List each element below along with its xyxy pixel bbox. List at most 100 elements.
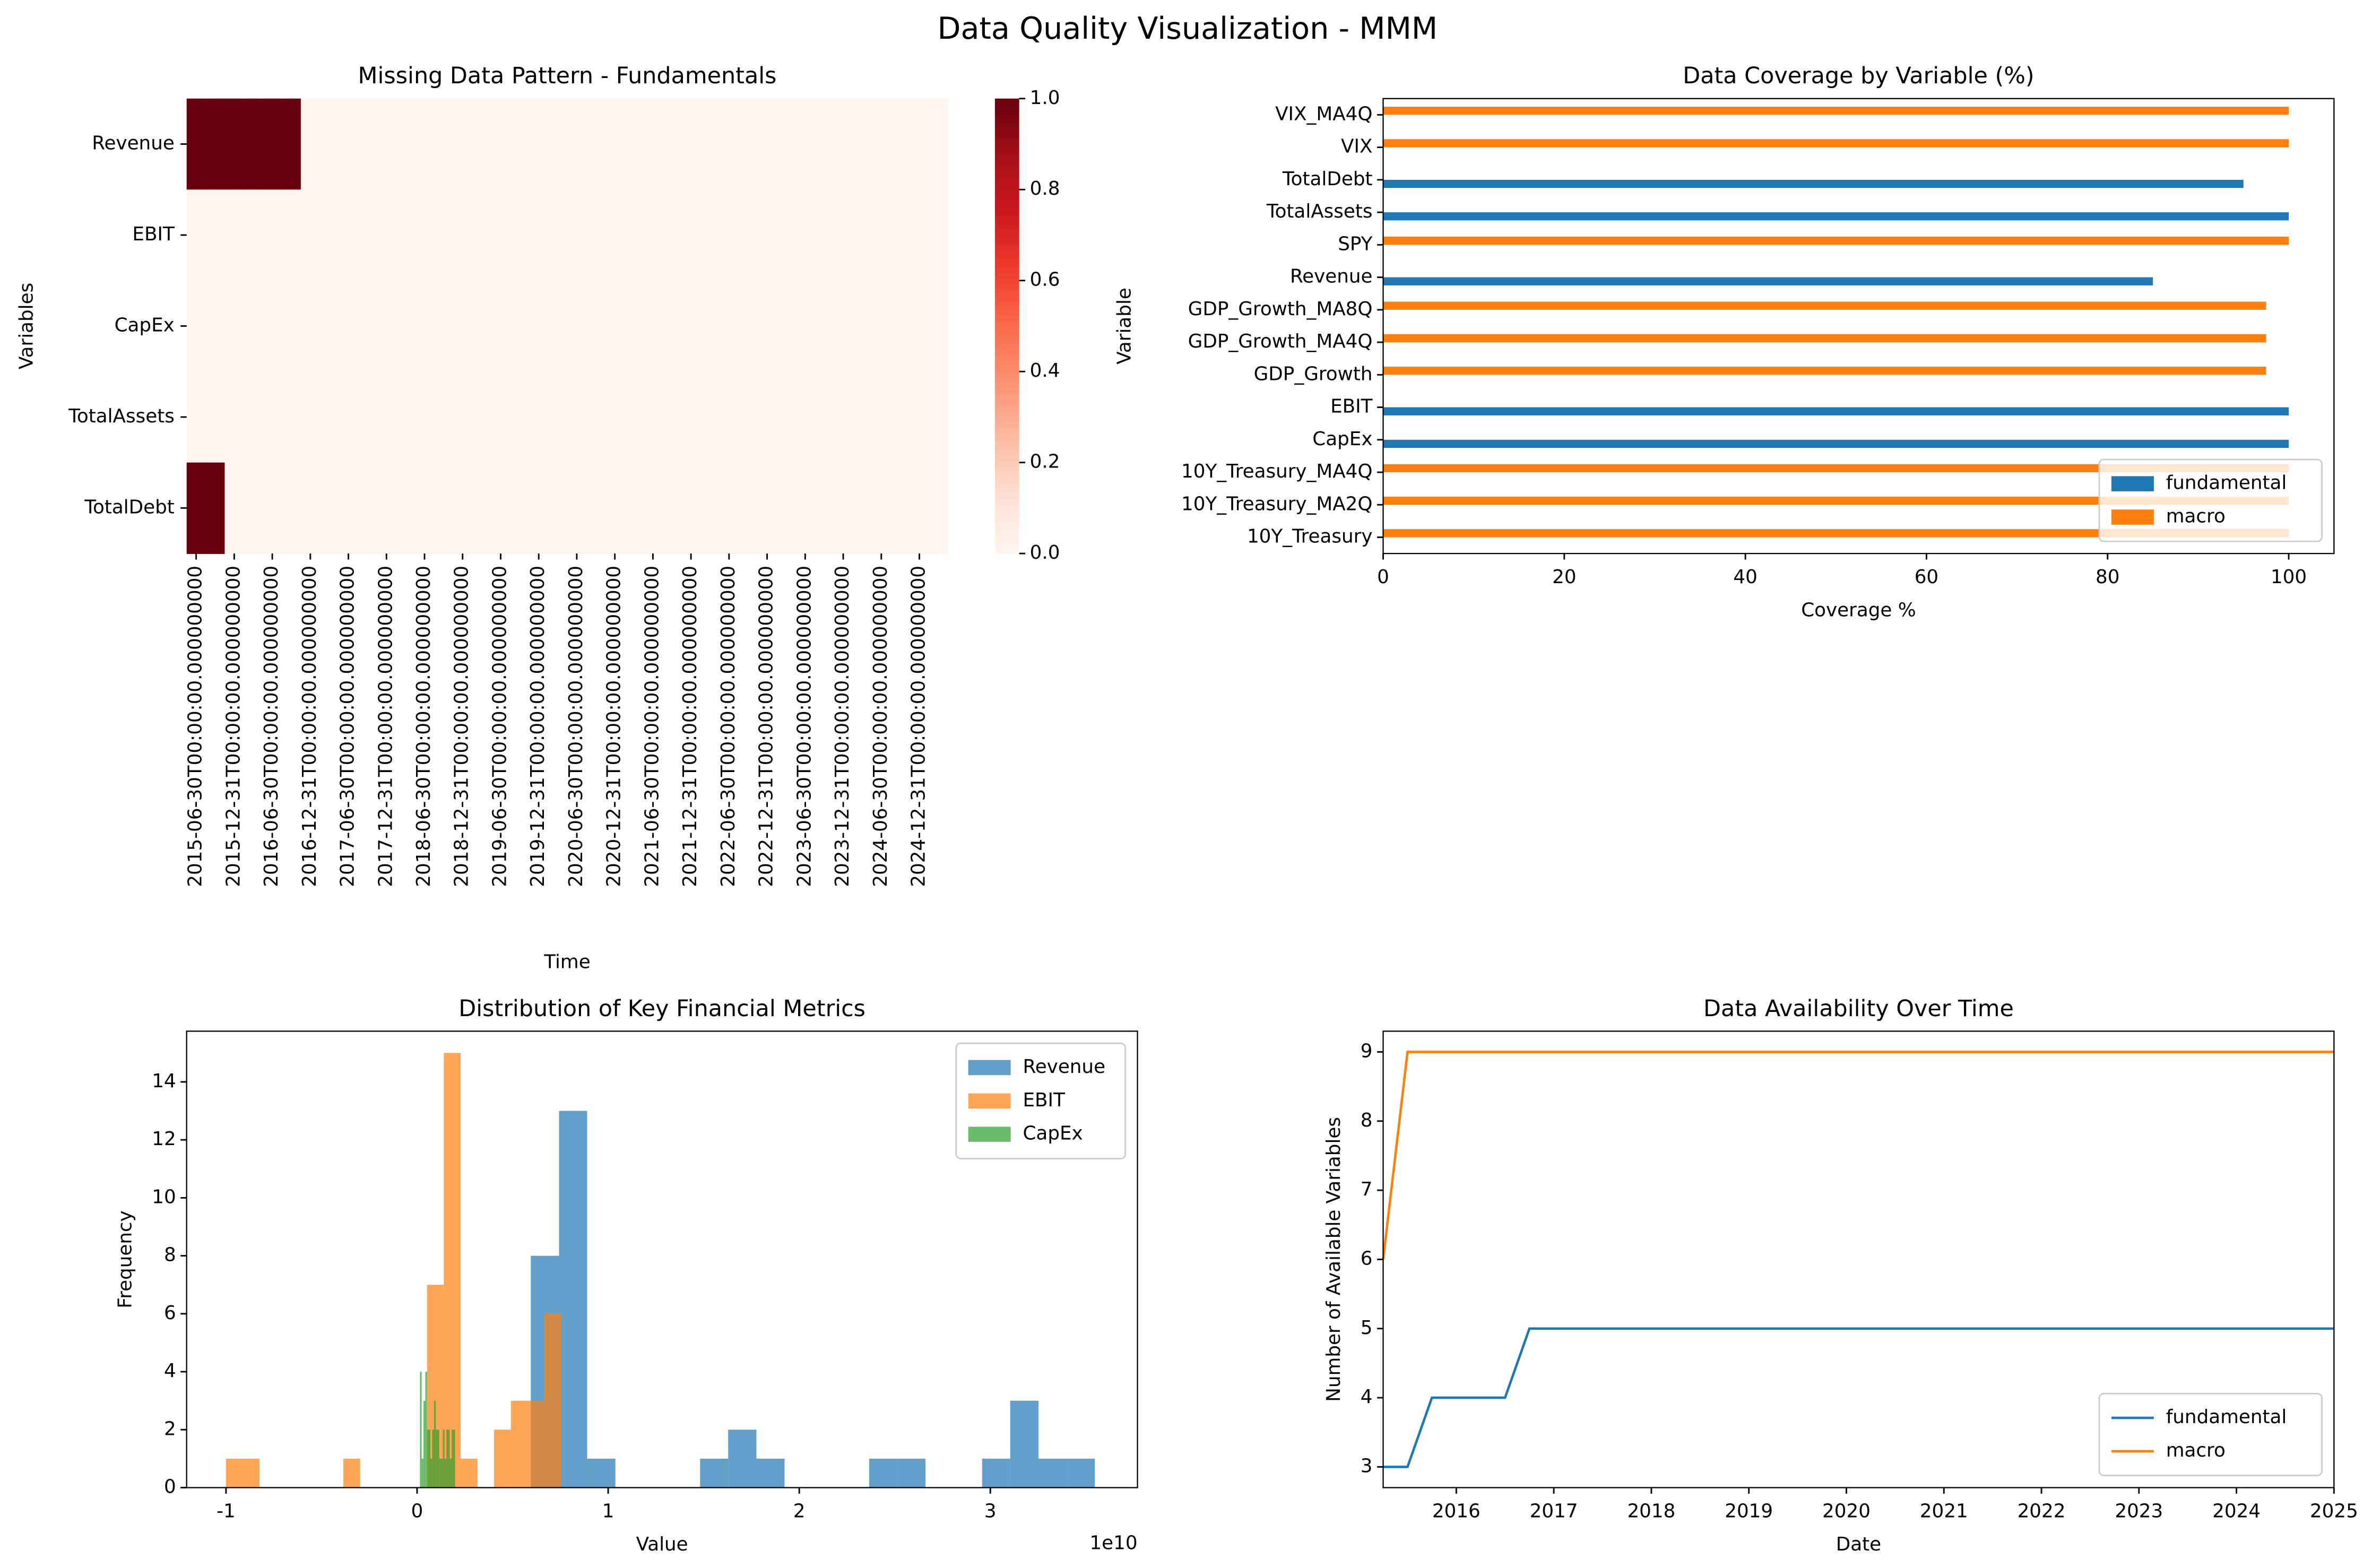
heatmap-cell [681,280,701,372]
heatmap-cell [396,189,415,281]
histogram-bar [439,1458,441,1488]
x-tick-label: 2021-12-31T00:00:00.000000000 [679,566,701,887]
heatmap-cell [415,462,435,554]
colorbar-tick-label: 0.2 [1030,451,1060,473]
colorbar [994,98,1019,554]
heatmap-cell [300,98,321,190]
heatmap-cell [871,280,891,372]
heatmap-cell [358,462,378,554]
histogram-bar [587,1458,616,1488]
y-tick-label: EBIT [1330,396,1373,418]
y-tick-label: TotalAssets [1266,201,1373,222]
heatmap-cell [929,98,949,190]
axes-title: Distribution of Key Financial Metrics [458,995,865,1022]
y-tick-label: 0 [164,1476,176,1498]
histogram-bar [420,1372,422,1488]
histogram-bar [243,1458,259,1488]
heatmap-cell [529,280,549,372]
y-tick-label: GDP_Growth_MA8Q [1188,298,1373,320]
x-tick-label: 60 [1915,566,1938,588]
histogram-bar [461,1458,478,1488]
x-tick-label: 2024-12-31T00:00:00.000000000 [908,566,930,887]
y-tick-label: TotalAssets [68,405,175,427]
heatmap-cell [472,462,492,554]
heatmap-cell [700,280,720,372]
heatmap-cell [567,189,587,281]
bar [1383,179,2244,188]
heatmap-cell [282,462,301,554]
heatmap-cell [567,371,587,463]
y-axis-label: Variable [1114,288,1136,365]
heatmap-cell [472,98,492,190]
x-tick-label: 2 [793,1500,806,1522]
bar [1383,139,2289,148]
x-tick-label: 2017 [1530,1500,1578,1522]
heatmap-cell [605,280,625,372]
axes-title: Data Availability Over Time [1703,995,2014,1022]
x-tick-label: 2024 [2212,1500,2261,1522]
line [1382,1051,2334,1260]
heatmap-cell [472,280,492,372]
y-tick-label: VIX [1341,136,1372,158]
heatmap-cell [757,98,777,190]
heatmap-cell [776,189,797,281]
heatmap-cell [795,280,816,372]
heatmap-cell [529,189,549,281]
heatmap-cell [929,462,949,554]
heatmap-cell [319,280,340,372]
heatmap-cell [890,189,911,281]
x-tick-label: 2019-12-31T00:00:00.000000000 [527,566,549,887]
heatmap-cell [719,371,739,463]
heatmap-cell [339,462,359,554]
x-tick-label: 2018-06-30T00:00:00.000000000 [413,566,435,887]
heatmap-cell [491,189,511,281]
histogram-bar [425,1372,427,1488]
heatmap-cell [186,98,206,190]
y-tick-label: 14 [152,1070,176,1092]
y-tick-label: 4 [1361,1386,1373,1408]
x-tick-label: 2023-06-30T00:00:00.000000000 [793,566,815,887]
axes-frame [186,1030,1138,1488]
histogram-bar [343,1458,360,1488]
histogram-bar [443,1430,445,1488]
heatmap-cell [662,371,682,463]
heatmap-cell [300,280,321,372]
x-tick-label: 2022 [2018,1500,2066,1522]
heatmap-cell [491,462,511,554]
heatmap-cell [548,280,568,372]
x-tick-label: 2025 [2310,1500,2358,1522]
x-tick-label: 2024-06-30T00:00:00.000000000 [870,566,891,887]
bar [1383,464,2289,473]
y-tick-label: GDP_Growth [1254,363,1373,385]
heatmap-cell [700,98,720,190]
x-axis-label: Coverage % [1801,600,1916,621]
y-axis-label: Number of Available Variables [1323,1117,1345,1402]
x-tick-label: 2020 [1822,1500,1871,1522]
x-tick-label: 80 [2096,566,2119,588]
heatmap-cell [510,462,530,554]
heatmap-cell [852,189,872,281]
x-axis-label: Value [636,1534,688,1555]
heatmap-cell [662,462,682,554]
heatmap-cell [719,280,739,372]
figure-title: Data Quality Visualization - MMM [937,11,1438,46]
heatmap-cell [339,98,359,190]
heatmap-cell [396,462,415,554]
heatmap-cell [339,189,359,281]
heatmap-cell [319,189,340,281]
heatmap-cell [586,371,606,463]
heatmap-cell [186,371,206,463]
y-tick-label: 6 [164,1302,176,1324]
heatmap-cell [319,98,340,190]
x-tick-label: 2022-06-30T00:00:00.000000000 [717,566,739,887]
x-tick-label: 3 [984,1500,997,1522]
y-tick-label: VIX_MA4Q [1275,103,1372,125]
bar [1383,277,2153,285]
y-tick-label: 10 [152,1186,176,1208]
heatmap-cell [529,462,549,554]
axes-title: Data Coverage by Variable (%) [1683,63,2034,89]
heatmap-cell [929,371,949,463]
heatmap-cell [852,280,872,372]
heatmap-cell [890,371,911,463]
y-tick-label: TotalDebt [84,496,175,518]
